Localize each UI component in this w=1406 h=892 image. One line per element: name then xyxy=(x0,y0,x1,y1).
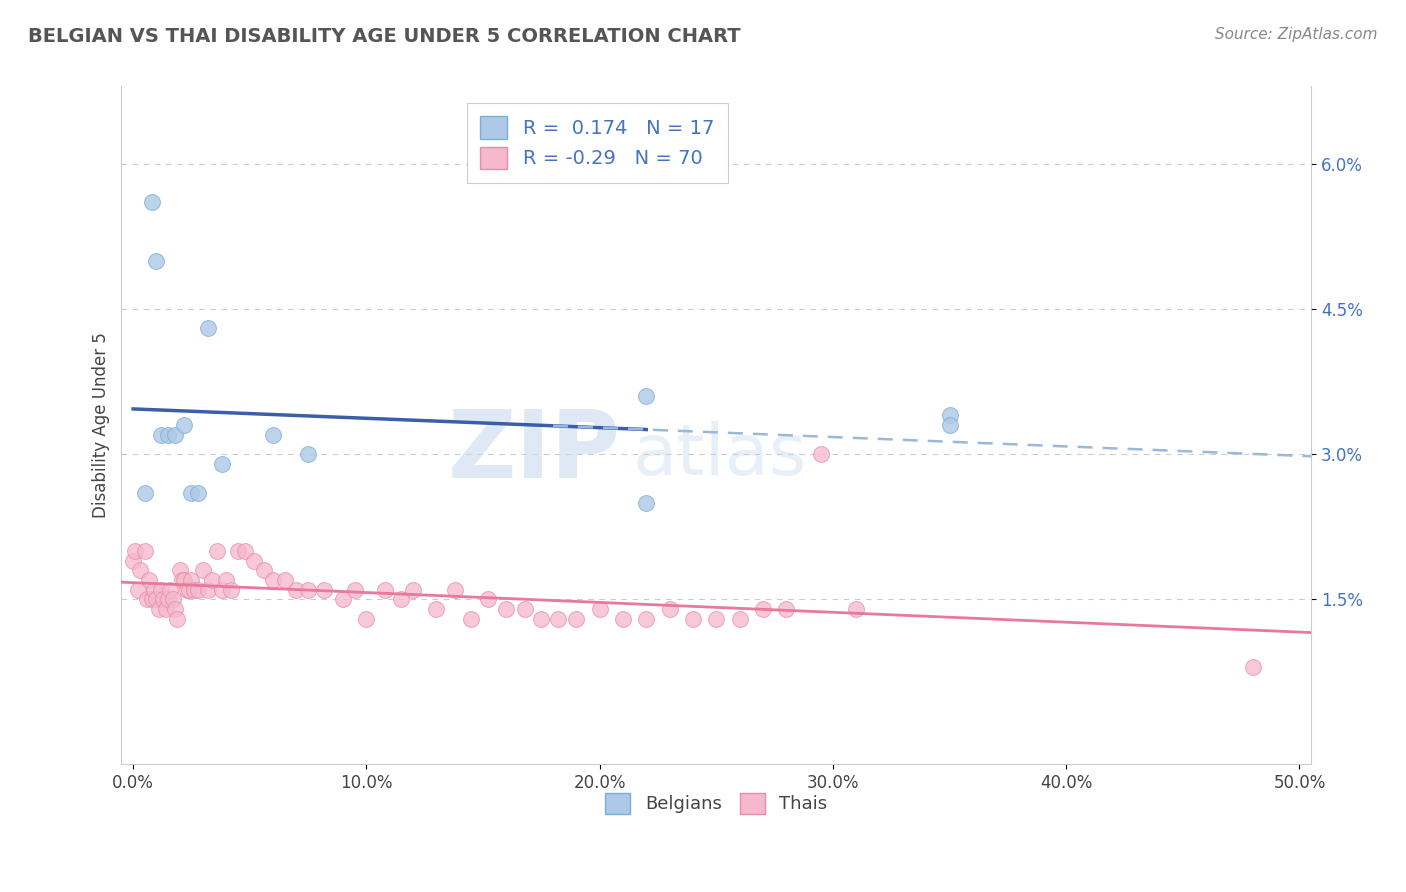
Point xyxy=(444,582,467,597)
Point xyxy=(183,582,205,597)
Point xyxy=(159,582,181,597)
Point xyxy=(197,582,219,597)
Point xyxy=(343,582,366,597)
Point xyxy=(187,582,209,597)
Point xyxy=(205,544,228,558)
Point xyxy=(297,582,319,597)
Y-axis label: Disability Age Under 5: Disability Age Under 5 xyxy=(93,332,110,518)
Point xyxy=(180,486,202,500)
Point xyxy=(314,582,336,597)
Point xyxy=(143,582,166,597)
Point xyxy=(547,612,569,626)
Point xyxy=(129,563,152,577)
Point xyxy=(389,592,412,607)
Point xyxy=(127,582,149,597)
Point xyxy=(157,592,180,607)
Point xyxy=(124,544,146,558)
Point xyxy=(219,582,242,597)
Point xyxy=(191,563,214,577)
Text: ZIP: ZIP xyxy=(449,406,621,499)
Point xyxy=(243,553,266,567)
Point xyxy=(155,602,177,616)
Point xyxy=(253,563,276,577)
Point xyxy=(728,612,751,626)
Point xyxy=(938,409,960,423)
Legend: Belgians, Thais: Belgians, Thais xyxy=(596,784,837,822)
Point xyxy=(180,573,202,587)
Point xyxy=(165,427,187,442)
Point xyxy=(201,573,224,587)
Text: Source: ZipAtlas.com: Source: ZipAtlas.com xyxy=(1215,27,1378,42)
Point xyxy=(612,612,634,626)
Text: BELGIAN VS THAI DISABILITY AGE UNDER 5 CORRELATION CHART: BELGIAN VS THAI DISABILITY AGE UNDER 5 C… xyxy=(28,27,741,45)
Point xyxy=(845,602,868,616)
Point xyxy=(215,573,238,587)
Point xyxy=(565,612,588,626)
Point xyxy=(176,582,198,597)
Point xyxy=(197,321,219,335)
Point xyxy=(138,573,160,587)
Point xyxy=(211,457,233,471)
Point xyxy=(530,612,553,626)
Point xyxy=(704,612,727,626)
Point xyxy=(136,592,159,607)
Point xyxy=(150,582,173,597)
Point xyxy=(145,592,167,607)
Point xyxy=(162,592,184,607)
Point xyxy=(226,544,249,558)
Point xyxy=(141,592,163,607)
Point xyxy=(172,573,194,587)
Point xyxy=(775,602,797,616)
Point xyxy=(173,573,195,587)
Point xyxy=(169,563,191,577)
Point xyxy=(658,602,681,616)
Point xyxy=(211,582,233,597)
Point xyxy=(477,592,499,607)
Text: atlas: atlas xyxy=(633,421,807,490)
Point xyxy=(141,195,163,210)
Point xyxy=(177,582,200,597)
Point xyxy=(150,427,173,442)
Point xyxy=(374,582,396,597)
Point xyxy=(274,573,297,587)
Point xyxy=(165,602,187,616)
Point xyxy=(589,602,612,616)
Point xyxy=(285,582,308,597)
Point xyxy=(262,427,284,442)
Point xyxy=(636,612,658,626)
Point xyxy=(148,602,170,616)
Point xyxy=(122,553,145,567)
Point xyxy=(636,495,658,509)
Point xyxy=(332,592,354,607)
Point xyxy=(297,447,319,461)
Point xyxy=(187,486,209,500)
Point xyxy=(145,253,167,268)
Point xyxy=(402,582,425,597)
Point xyxy=(460,612,482,626)
Point xyxy=(810,447,832,461)
Point xyxy=(495,602,517,616)
Point xyxy=(152,592,174,607)
Point xyxy=(166,612,188,626)
Point xyxy=(356,612,378,626)
Point xyxy=(233,544,256,558)
Point xyxy=(134,486,156,500)
Point xyxy=(157,427,180,442)
Point xyxy=(636,389,658,403)
Point xyxy=(425,602,447,616)
Point xyxy=(682,612,704,626)
Point xyxy=(1241,660,1264,674)
Point xyxy=(134,544,156,558)
Point xyxy=(262,573,284,587)
Point xyxy=(938,418,960,433)
Point xyxy=(173,418,195,433)
Point xyxy=(513,602,536,616)
Point xyxy=(752,602,775,616)
